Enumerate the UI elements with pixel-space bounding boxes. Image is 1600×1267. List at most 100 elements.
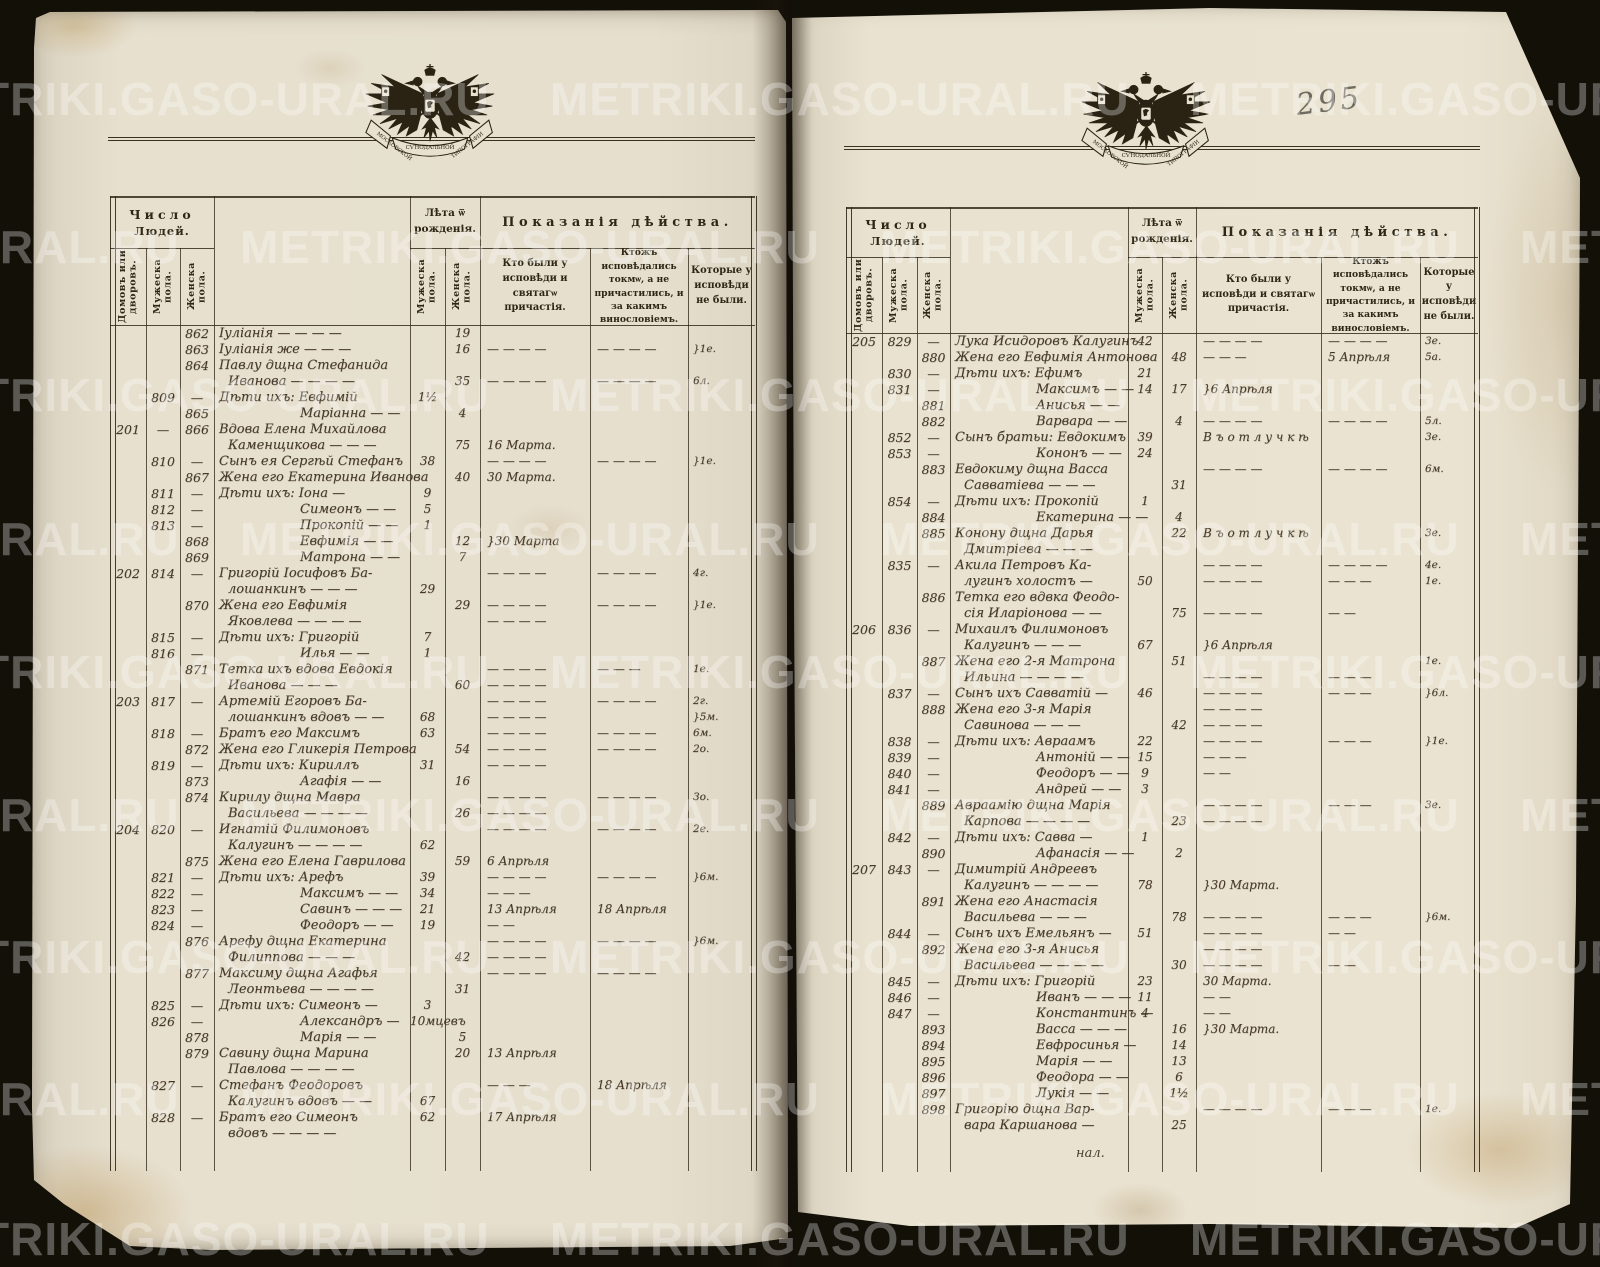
cell-name: Максиму дщна Агафья <box>219 965 378 981</box>
cell-age-male: 7 <box>423 630 432 644</box>
cell-age-female: 42 <box>454 950 471 964</box>
cell-female-no: — <box>190 917 204 933</box>
header-female-label-text: Женска пола. <box>922 271 944 319</box>
cell-female-no: 889 <box>921 797 946 813</box>
cell-female-no: — <box>190 485 204 501</box>
register-row: Яковлева — — — — — — — — <box>110 613 755 629</box>
cell-name: Сынъ ихъ Савватій — <box>955 685 1108 701</box>
cell-age-male: 22 <box>1137 734 1153 748</box>
register-row: 892 Жена его 3-я Анисья — — — — <box>846 941 1478 957</box>
cell-male-no: 822 <box>151 885 175 901</box>
cell-female-no: — <box>927 557 940 573</box>
table-column-line <box>917 257 918 1172</box>
cell-age-male: 15 <box>1137 750 1153 764</box>
cell-communed: — — — — <box>1203 942 1263 956</box>
header-age-from-birth: Лѣта ѿ рожденія. <box>410 196 480 248</box>
cell-name: Марія — — <box>300 1029 377 1045</box>
cell-confessed-only: — — — <box>597 662 641 676</box>
header-communed-text: Кто были у исповѣди и святагѡ причастія. <box>1201 273 1315 315</box>
cell-communed: — — — — <box>487 374 547 388</box>
cell-name: Дѣти ихъ: Авраамъ <box>955 733 1096 749</box>
register-row: 882 Варвара — — 4 — — — — — — — — 5л. <box>846 413 1478 429</box>
cell-age-male: 63 <box>419 726 436 740</box>
cell-male-no: 830 <box>887 365 912 381</box>
table-rule-line <box>110 248 214 249</box>
header-male-label: Мужеска пола. <box>882 257 917 333</box>
register-table-left: Число Людей. Лѣта ѿ рожденія. Показанія дѣйс… <box>110 196 757 1171</box>
cell-name: Матрона — — <box>300 549 401 565</box>
cell-female-no: — <box>927 381 940 397</box>
cell-name: Агафія — — <box>300 773 382 789</box>
cell-age-female: 22 <box>1171 526 1187 540</box>
register-row: 821 — Дѣти ихъ: Арефъ 39 — — — — — — — —}6м. <box>110 869 755 885</box>
cell-age-male: 62 <box>419 838 436 852</box>
cell-female-no: 866 <box>185 421 209 437</box>
cell-female-no: — <box>190 501 204 517</box>
cell-male-no: 843 <box>887 861 912 877</box>
cell-female-no: 875 <box>185 853 209 869</box>
cell-name: Марія — — <box>1036 1053 1113 1069</box>
table-column-line <box>1420 257 1421 1172</box>
cell-female-no: 896 <box>921 1069 946 1085</box>
header-houses-label-text: Домовъ или дворовъ. <box>116 249 138 324</box>
cell-age-male: 39 <box>1137 430 1153 444</box>
register-row: 897 Лукія — — 1½ <box>846 1085 1478 1101</box>
header-houses-label: Домовъ или дворовъ. <box>110 248 146 325</box>
cell-name: Вдова Елена Михайлова <box>219 421 387 437</box>
cell-absent: }6м. <box>693 935 719 947</box>
cell-male-no: 813 <box>151 517 175 533</box>
cell-confessed-only: — — — — <box>597 966 657 980</box>
register-row: 827 — Стефанъ Феодоровъ — — — 18 Апрѣля <box>110 1077 755 1093</box>
register-row: Савватіева — — — 31 <box>846 477 1478 493</box>
cell-female-no: 882 <box>921 413 946 429</box>
cell-age-male: 62 <box>419 1110 436 1124</box>
register-row: Ильина — — — — — — — — — — — <box>846 669 1478 685</box>
cell-age-female: 13 <box>1171 1054 1187 1068</box>
cell-communed: — — — — <box>487 758 547 772</box>
cell-name: Феодоръ — — <box>300 917 394 933</box>
register-row: 825 — Дѣти ихъ: Симеонъ — 3 <box>110 997 755 1013</box>
cell-male-no: 820 <box>151 821 175 837</box>
cell-age-male: 31 <box>419 758 436 772</box>
cell-name: Васильева — — — <box>964 909 1087 925</box>
header-absent-column: Которые у исповѣди не были. <box>1420 257 1478 333</box>
register-row: 811 — Дѣти ихъ: Іона — 9 <box>110 485 755 501</box>
cell-communed: — — — <box>1203 350 1247 364</box>
register-row: Иванова — — — 60 — — — — <box>110 677 755 693</box>
cell-confessed-only: — — — — <box>597 822 657 836</box>
cell-age-male: 67 <box>419 1094 436 1108</box>
cell-male-no: 844 <box>887 925 912 941</box>
cell-communed: — — — — <box>487 342 547 356</box>
table-rule-line <box>410 248 755 249</box>
register-row: 887 Жена его 2-я Матрона 51 1е. <box>846 653 1478 669</box>
cell-male-no: 819 <box>151 757 175 773</box>
cell-male-no: 829 <box>887 333 912 349</box>
cell-age-female: 60 <box>454 678 471 692</box>
cell-name: Григорій Іосифовъ Ба- <box>219 565 373 581</box>
header-confessed-text: Ктожъ исповѣдались токмѡ, а не причастил… <box>594 247 684 326</box>
cell-confessed-only: — — — — <box>597 790 657 804</box>
cell-name: Дѣти ихъ: Ефимъ <box>955 365 1083 381</box>
cell-male-no: 827 <box>151 1077 175 1093</box>
ornament-rule <box>844 146 1480 150</box>
register-row: 839 — Антоній — — 15 — — — <box>846 749 1478 765</box>
cell-confessed-only: — — — — <box>597 694 657 708</box>
cell-name: Михаилъ Филимоновъ <box>955 621 1109 637</box>
register-row: 818 — Братъ его Максимъ 63 — — — — — — — — 6м. <box>110 725 755 741</box>
cell-male-no: 836 <box>887 621 912 637</box>
register-row: 870 Жена его Евфимія 29 — — — — — — — —}1е. <box>110 597 755 613</box>
cell-absent: 3е. <box>1425 799 1442 811</box>
cell-age-female: 31 <box>1171 478 1187 492</box>
cell-female-no: 887 <box>921 653 946 669</box>
cell-communed: — — — — <box>1203 702 1263 716</box>
register-row: 893 Васса — — — 16}30 Марта. <box>846 1021 1478 1037</box>
cell-male-no: 815 <box>151 629 175 645</box>
cell-age-female: 16 <box>454 342 471 356</box>
cell-male-no: 839 <box>887 749 912 765</box>
cell-name: Дѣти ихъ: Григорій <box>955 973 1096 989</box>
cell-name: Феодоръ — — <box>1036 765 1130 781</box>
register-row: Калугинъ — — — 67}6 Апрѣля <box>846 637 1478 653</box>
cell-age-female: 14 <box>1171 1038 1187 1052</box>
header-confessed-only-column: Ктожъ исповѣдались токмѡ, а не причастил… <box>590 247 688 325</box>
cell-male-no: 824 <box>151 917 175 933</box>
